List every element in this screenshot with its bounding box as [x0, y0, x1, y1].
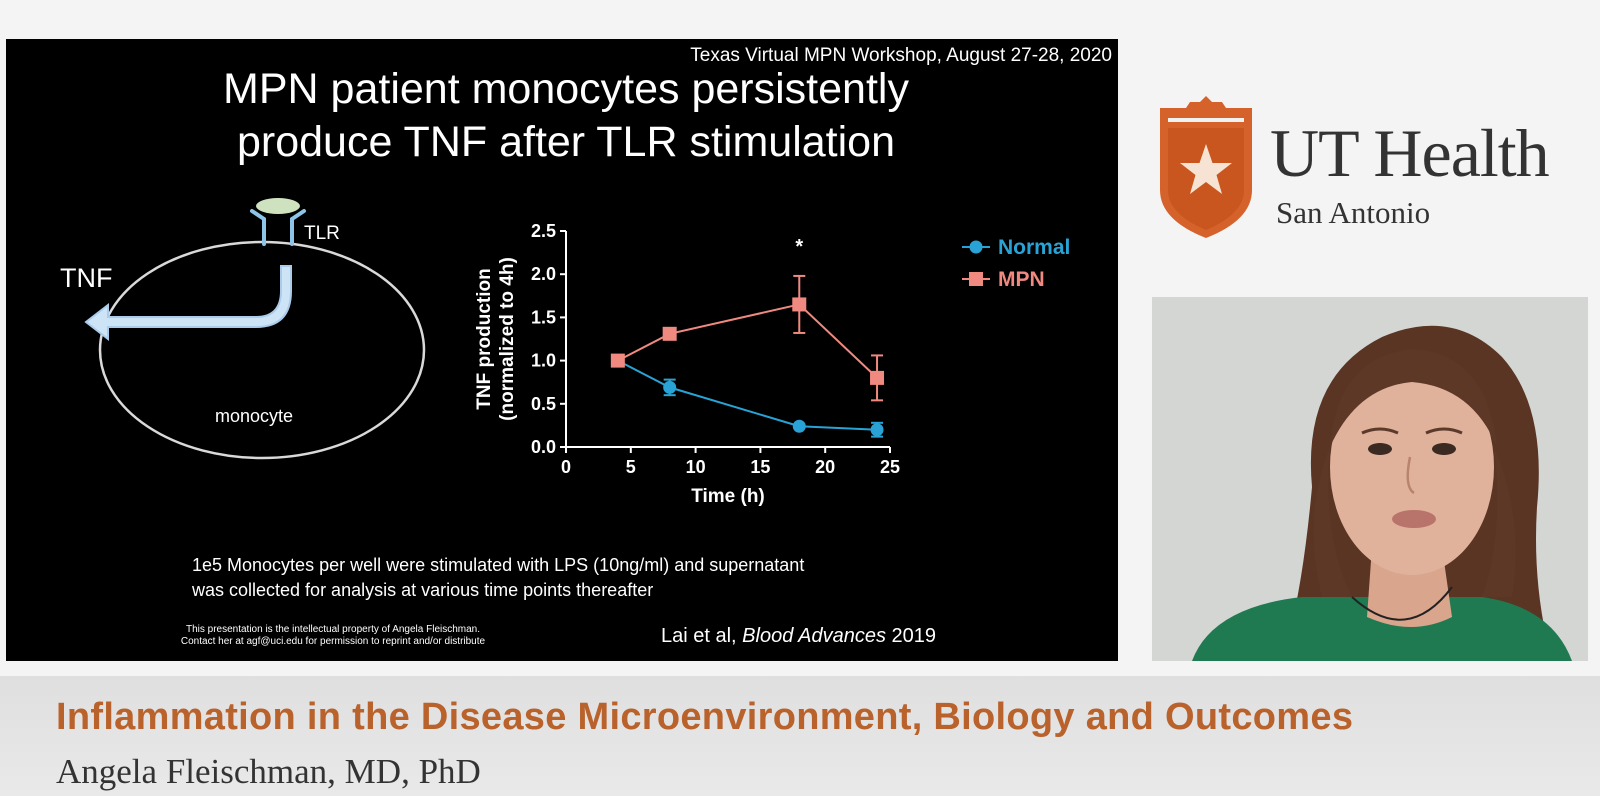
tnf-secretion-arrow [84, 265, 292, 342]
presentation-slide: Texas Virtual MPN Workshop, August 27-28… [6, 39, 1118, 661]
caption-line2: was collected for analysis at various ti… [192, 580, 654, 600]
mpn-legend-label: MPN [998, 268, 1045, 291]
normal-point [792, 419, 806, 433]
x-tick-label: 10 [686, 457, 706, 477]
ip-line1: This presentation is the intellectual pr… [185, 624, 481, 635]
citation: Lai et al, Blood Advances 2019 [661, 625, 936, 648]
copyright-note: This presentation is the intellectual pr… [166, 624, 500, 648]
chart-legend: Normal MPN [962, 236, 1070, 291]
lower-third-banner: Inflammation in the Disease Microenviron… [0, 676, 1600, 796]
mpn-point [792, 297, 807, 312]
x-tick-label: 15 [750, 457, 770, 477]
y-tick-label: 2.0 [531, 264, 556, 284]
slide-title-line2: produce TNF after TLR stimulation [236, 118, 896, 166]
tlr-receptor-icon [250, 209, 306, 246]
x-tick-label: 20 [815, 457, 835, 477]
significance-annotation: * [795, 236, 803, 258]
monocyte-diagram: TLR TNF monocyte [60, 198, 426, 460]
citation-year: 2019 [885, 625, 937, 647]
x-axis-label: Time (h) [691, 486, 765, 507]
slide-title-line1: MPN patient monocytes persistently [223, 65, 909, 113]
slide-caption: 1e5 Monocytes per well were stimulated w… [192, 553, 804, 603]
mpn-point [610, 353, 625, 368]
x-tick-label: 5 [626, 457, 636, 477]
y-axis-label: TNF production (normalized to 4h) [474, 257, 518, 421]
mpn-legend-marker [969, 272, 983, 286]
tnf-chart: 0 5 10 15 20 25 0.0 0.5 1.0 1.5 2.0 2.5 Time (h) TNF … [474, 221, 1070, 507]
logo-subtitle: San Antonio [1276, 195, 1431, 230]
citation-journal: Blood Advances [742, 625, 886, 647]
normal-legend-label: Normal [998, 236, 1070, 259]
shield-star-icon [1160, 96, 1252, 238]
tnf-label: TNF [60, 263, 112, 293]
normal-series-line [617, 359, 878, 431]
chart-axes: 0 5 10 15 20 25 0.0 0.5 1.0 1.5 2.0 2.5 Time (h) TNF … [474, 221, 900, 507]
mpn-series-line [617, 303, 878, 379]
slide-title: MPN patient monocytes persistently produ… [46, 63, 1086, 169]
tlr-label: TLR [304, 223, 340, 244]
y-axis-label-line1: TNF production [474, 268, 495, 409]
normal-point [663, 380, 677, 394]
y-tick-label: 0.0 [531, 437, 556, 457]
caption-line1: 1e5 Monocytes per well were stimulated w… [192, 555, 805, 575]
y-tick-label: 0.5 [531, 394, 556, 414]
ligand-icon [256, 198, 300, 214]
ip-line2: Contact her at agf@uci.edu for permissio… [180, 636, 486, 647]
mpn-point [662, 326, 677, 341]
ut-health-logo: UT Health San Antonio [1156, 88, 1576, 243]
mpn-point [870, 370, 885, 385]
normal-point [870, 423, 884, 437]
speaker-portrait [1152, 297, 1588, 661]
talk-title: Inflammation in the Disease Microenviron… [56, 696, 1354, 738]
y-axis-label-line2: (normalized to 4h) [497, 257, 518, 421]
chart-series [610, 274, 885, 438]
logo-wordmark: UT Health [1270, 115, 1550, 191]
y-tick-label: 2.5 [531, 221, 556, 241]
y-tick-label: 1.5 [531, 307, 556, 327]
monocyte-label: monocyte [215, 406, 293, 426]
speaker-name: Angela Fleischman, MD, PhD [56, 752, 481, 791]
x-tick-label: 0 [561, 457, 571, 477]
workshop-label: Texas Virtual MPN Workshop, August 27-28… [690, 45, 1112, 66]
y-tick-label: 1.0 [531, 351, 556, 371]
normal-legend-marker [969, 240, 983, 254]
x-tick-label: 25 [880, 457, 900, 477]
citation-authors: Lai et al, [661, 625, 743, 647]
speaker-video [1152, 297, 1588, 661]
